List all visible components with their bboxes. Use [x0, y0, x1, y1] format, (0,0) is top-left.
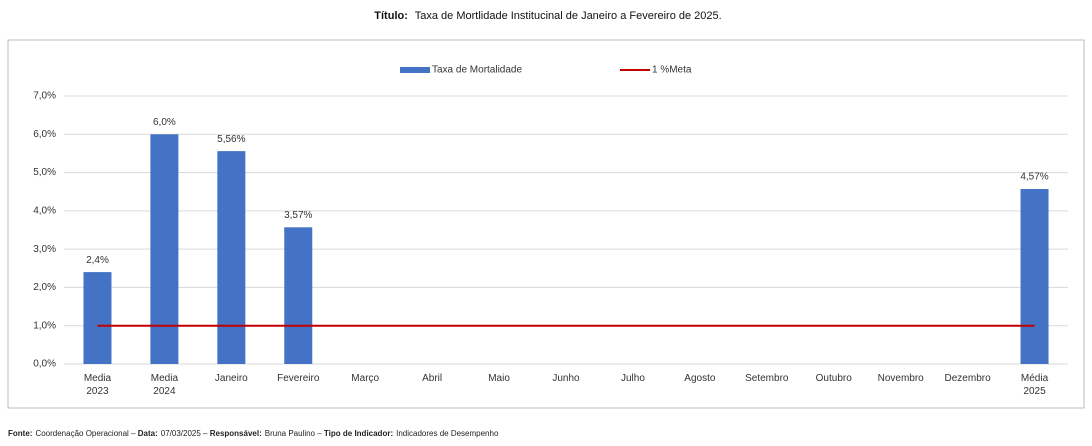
footer: Fonte: Coordenação Operacional – Data: 07/…: [8, 429, 499, 438]
x-tick-label: Média 2025: [1021, 373, 1049, 397]
x-tick-label: Media 2024: [151, 373, 179, 397]
bar: [83, 272, 112, 364]
bar: [284, 227, 313, 364]
footer-label: Data:: [138, 429, 158, 438]
y-tick-label: 2,0%: [33, 282, 56, 293]
legend-swatch: [400, 67, 430, 73]
x-tick-label: Outubro: [816, 373, 853, 384]
bar: [1020, 189, 1049, 364]
data-label: 2,4%: [86, 255, 109, 266]
footer-label: Responsável:: [210, 429, 262, 438]
y-tick-label: 7,0%: [33, 91, 56, 102]
x-tick-label: Janeiro: [215, 373, 248, 384]
legend-label: Taxa de Mortalidade: [432, 65, 522, 76]
footer-text: Bruna Paulino: [265, 429, 316, 438]
y-tick-label: 0,0%: [33, 359, 56, 370]
x-tick-label: Setembro: [745, 373, 789, 384]
x-tick-label: Dezembro: [945, 373, 992, 384]
x-tick-label: Novembro: [878, 373, 925, 384]
x-tick-label: Março: [351, 373, 379, 384]
chart-border: [7, 39, 1085, 409]
footer-text: Coordenação Operacional: [35, 429, 129, 438]
x-tick-label: Fevereiro: [277, 373, 320, 384]
y-tick-label: 5,0%: [33, 167, 56, 178]
bar: [217, 151, 246, 364]
chart-title: Título: Taxa de Mortlidade Institucinal …: [374, 10, 721, 22]
title-label: Título:: [374, 10, 408, 22]
x-tick-label: Julho: [621, 373, 645, 384]
legend-label: 1 %Meta: [652, 65, 692, 76]
x-tick-label: Agosto: [684, 373, 716, 384]
x-tick-label: Junho: [552, 373, 580, 384]
x-tick-label: Maio: [488, 373, 510, 384]
title-text: Taxa de Mortlidade Institucinal de Janei…: [415, 10, 722, 22]
x-tick-label: Abril: [422, 373, 442, 384]
y-tick-label: 6,0%: [33, 129, 56, 140]
footer-text: Indicadores de Desempenho: [396, 429, 499, 438]
data-label: 5,56%: [217, 134, 245, 145]
y-tick-label: 1,0%: [33, 320, 56, 331]
data-label: 6,0%: [153, 117, 176, 128]
footer-label: Fonte:: [8, 429, 32, 438]
x-tick-label: Media 2023: [84, 373, 112, 397]
data-label: 3,57%: [284, 210, 312, 221]
y-tick-label: 3,0%: [33, 244, 56, 255]
y-tick-label: 4,0%: [33, 205, 56, 216]
bar: [150, 134, 179, 364]
data-label: 4,57%: [1020, 172, 1048, 183]
footer-text: 07/03/2025: [161, 429, 202, 438]
footer-label: Tipo de Indicador:: [324, 429, 393, 438]
